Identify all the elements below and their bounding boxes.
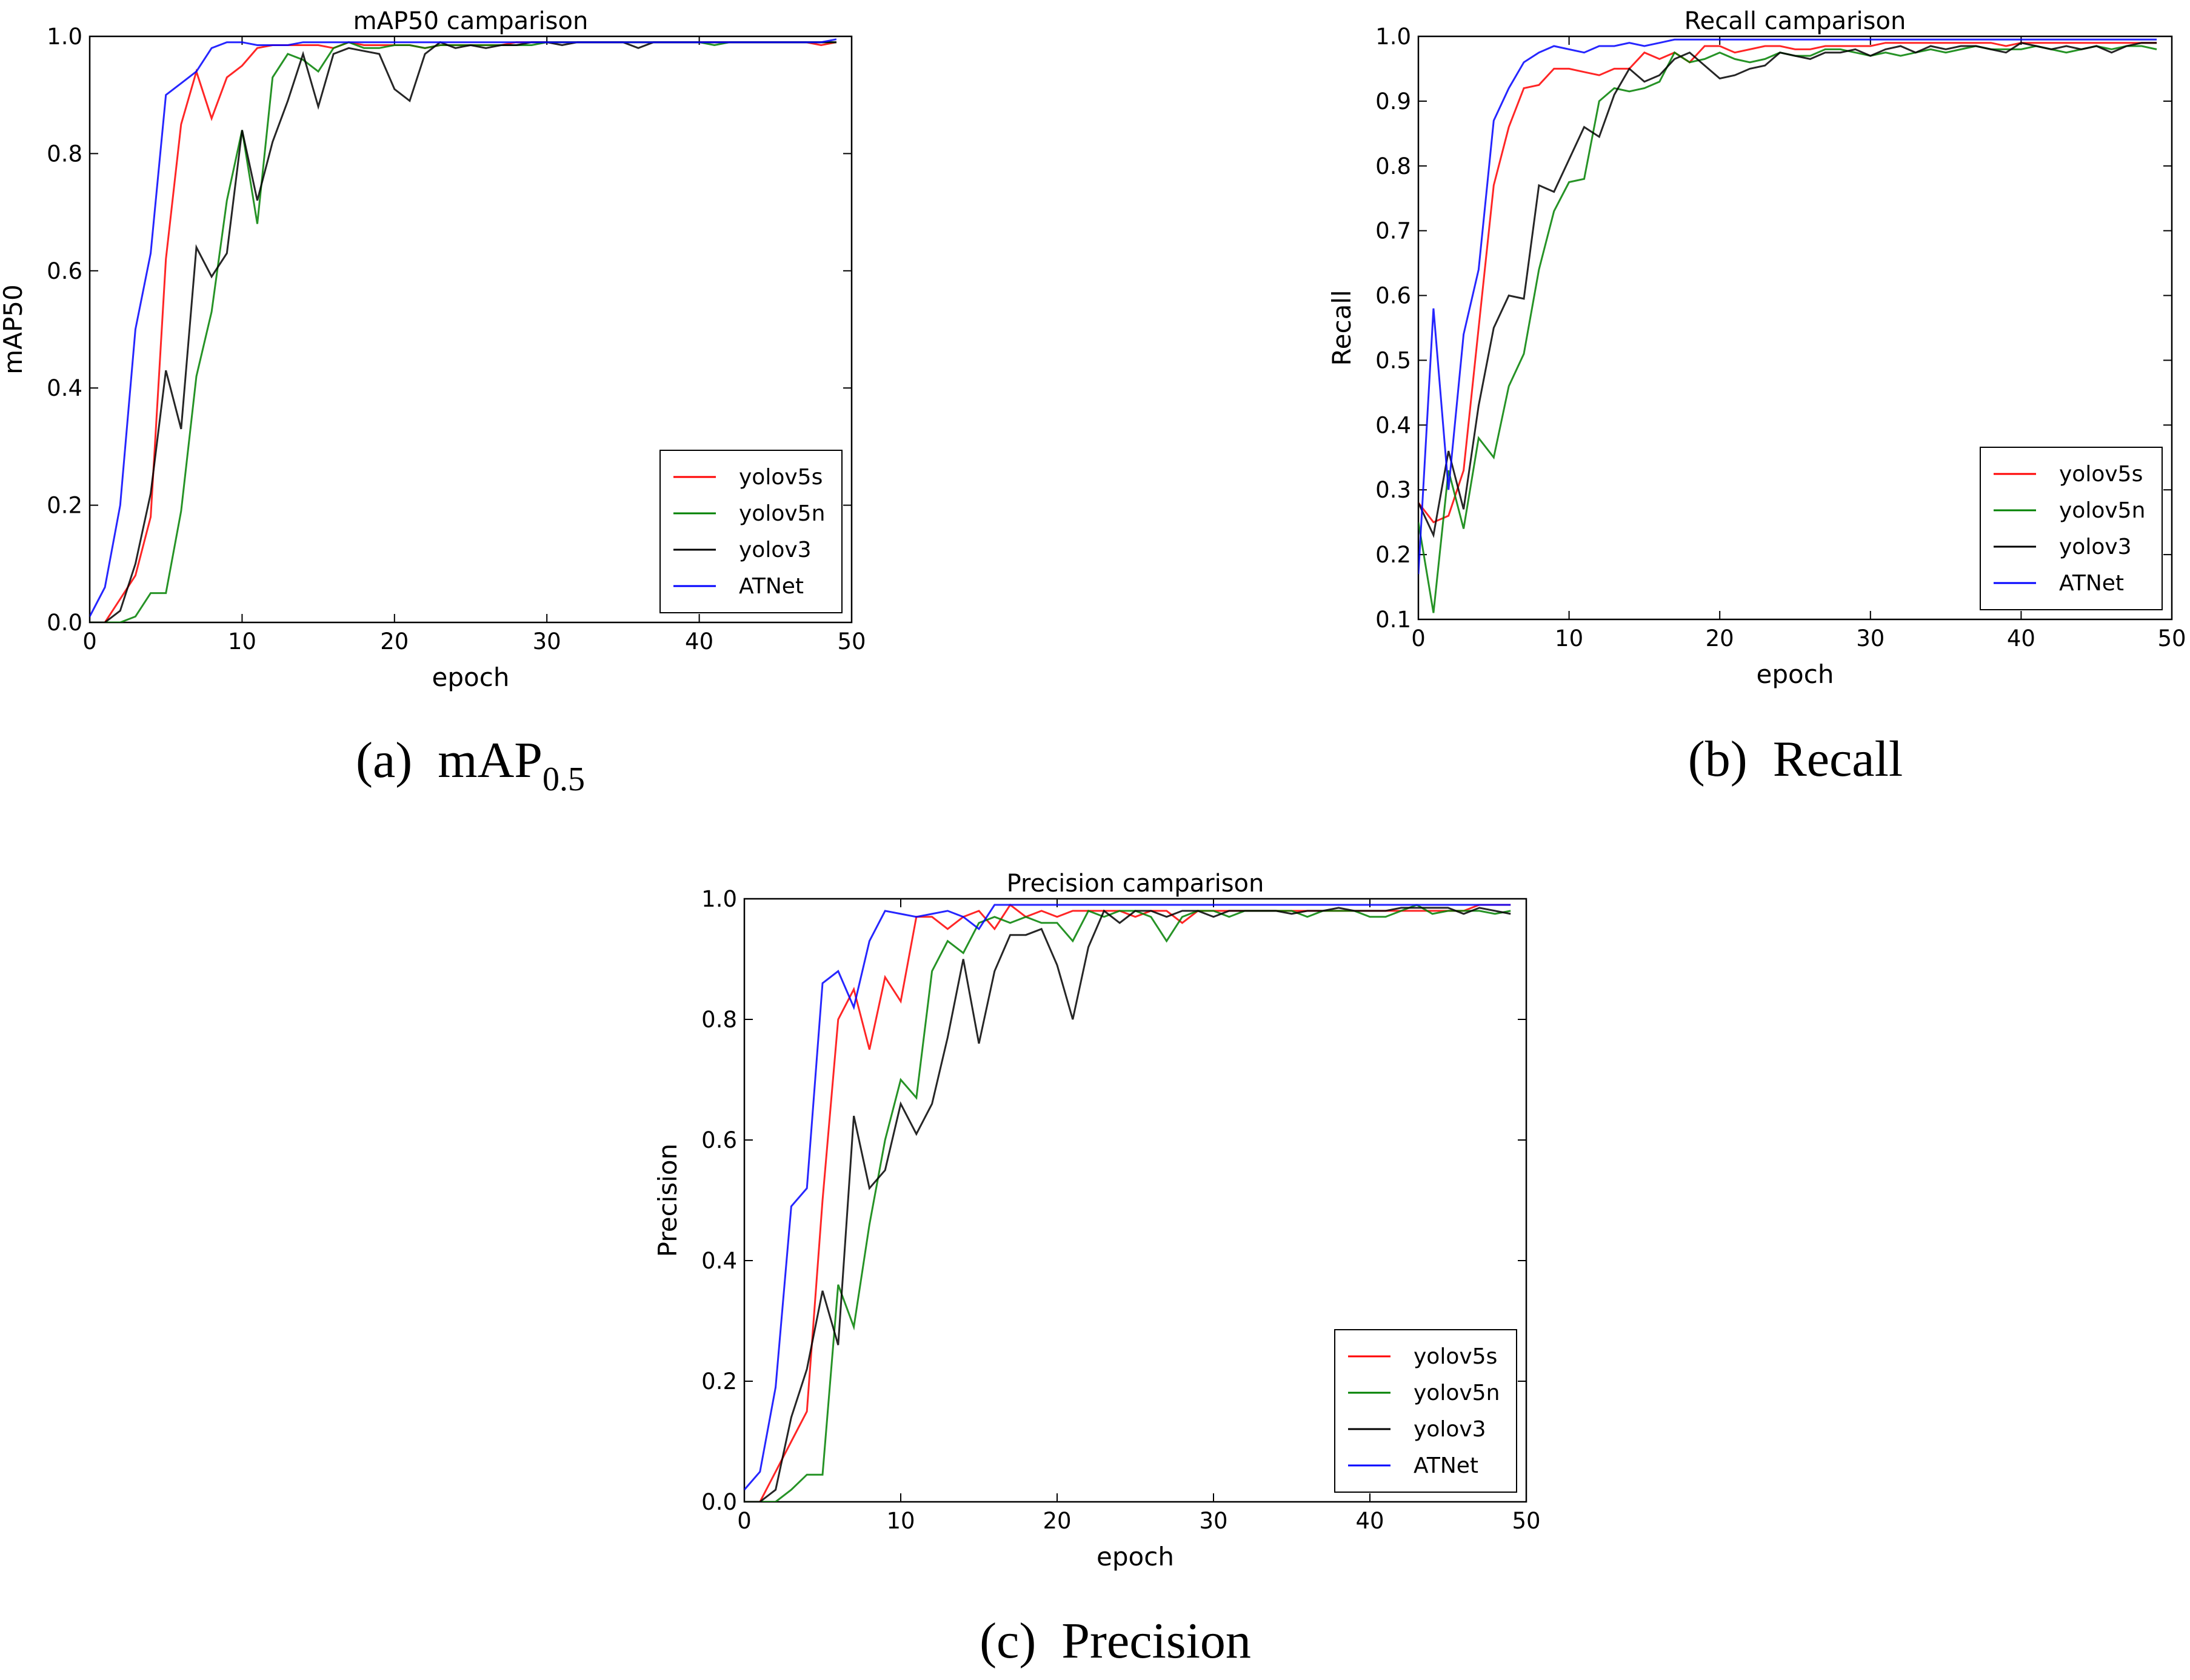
chart-0-frame — [88, 35, 853, 624]
chart-2: 0 10 20 30 40 50 0.0 0.2 0.4 0.6 0.8 1.0 Precision c… — [653, 870, 1541, 1669]
chart-0-ytick-label: 0.2 — [47, 493, 82, 519]
chart-2-ytick-label: 0.6 — [701, 1127, 737, 1153]
chart-1-xtick-label: 50 — [2157, 625, 2186, 652]
chart-1-series-atnet — [1418, 38, 2157, 575]
chart-2-legend: yolov5s yolov5n yolov3 ATNet — [1334, 1329, 1517, 1493]
chart-0-ytick-label: 0.4 — [47, 375, 82, 401]
chart-1-xlabel: epoch — [1757, 659, 1834, 689]
chart-1-ytick-label: 0.5 — [1375, 347, 1411, 373]
chart-0-xtick-label: 0 — [82, 628, 97, 655]
chart-0-series-yolov5n — [90, 41, 836, 622]
chart-0-xtick-label: 30 — [533, 628, 561, 655]
chart-0-ytick-label: 0.6 — [47, 258, 82, 284]
chart-1-xtick-label: 20 — [1706, 625, 1734, 652]
chart-1-xtick-label: 30 — [1856, 625, 1885, 652]
chart-2-ytick-label: 0.0 — [701, 1489, 737, 1515]
chart-1-ytick-label: 0.7 — [1375, 218, 1411, 244]
chart-0-xtick-label: 10 — [228, 628, 256, 655]
chart-1-xtick-label: 10 — [1555, 625, 1583, 652]
chart-1-ytick-label: 0.9 — [1375, 88, 1411, 115]
chart-1-ytick-label: 1.0 — [1375, 24, 1411, 50]
chart-1-ylabel: Recall — [1327, 290, 1357, 365]
chart-1-ytick-label: 0.6 — [1375, 283, 1411, 309]
chart-2-xtick-label: 10 — [886, 1508, 915, 1534]
chart-1-xtick-label: 40 — [2007, 625, 2035, 652]
chart-2-xtick-label: 30 — [1199, 1508, 1227, 1534]
chart-2-ytick-label: 0.8 — [701, 1007, 737, 1033]
chart-2-frame — [743, 898, 1527, 1503]
chart-1-ytick-label: 0.1 — [1375, 607, 1411, 633]
chart-2-xtick-label: 50 — [1512, 1508, 1540, 1534]
chart-1-xtick-label: 0 — [1411, 625, 1426, 652]
chart-1-ytick-label: 0.8 — [1375, 153, 1411, 179]
chart-2-series-yolov3 — [744, 907, 1511, 1502]
chart-0: 0 10 20 30 40 50 0.0 0.2 0.4 0.6 0.8 1.0 mAP50 campa… — [0, 7, 866, 798]
chart-1-ytick-label: 0.4 — [1375, 412, 1411, 438]
chart-1-frame — [1417, 35, 2173, 621]
chart-2-caption: (c) Precision — [980, 1613, 1251, 1669]
chart-1-series-yolov5s — [1418, 42, 2157, 524]
chart-0-legend-label: yolov5n — [739, 501, 825, 526]
chart-2-xtick-label: 20 — [1043, 1508, 1071, 1534]
chart-1-series-yolov3 — [1418, 42, 2157, 538]
chart-1-legend-label: yolov5s — [2059, 462, 2143, 487]
chart-1-legend-label: ATNet — [2059, 571, 2124, 596]
chart-0-legend-label: ATNet — [739, 574, 804, 599]
chart-1: 0 10 20 30 40 50 0.1 0.2 0.3 0.4 0.5 0.6 0.7 0.8 0.9 1.… — [1327, 7, 2186, 787]
chart-1-legend: yolov5s yolov5n yolov3 ATNet — [1980, 447, 2163, 610]
chart-0-legend-label: yolov3 — [739, 538, 812, 562]
chart-0-caption: (a) mAP0.5 — [356, 732, 585, 798]
chart-2-title: Precision camparison — [1007, 870, 1264, 898]
chart-2-legend-label: yolov3 — [1414, 1417, 1486, 1442]
chart-0-ytick-label: 0.8 — [47, 141, 82, 167]
chart-2-series-yolov5n — [744, 904, 1511, 1502]
chart-2-ytick-label: 0.4 — [701, 1248, 737, 1274]
chart-0-xtick-label: 20 — [380, 628, 409, 655]
chart-0-legend: yolov5s yolov5n yolov3 ATNet — [659, 450, 843, 613]
chart-2-legend-label: ATNet — [1414, 1453, 1478, 1478]
chart-0-xtick-label: 40 — [685, 628, 713, 655]
chart-0-xlabel: epoch — [432, 662, 510, 692]
chart-2-ytick-label: 0.2 — [701, 1368, 737, 1395]
chart-0-title: mAP50 camparison — [353, 7, 589, 35]
chart-2-xtick-label: 40 — [1355, 1508, 1384, 1534]
chart-2-series-atnet — [744, 904, 1511, 1491]
chart-1-caption: (b) Recall — [1688, 731, 1903, 787]
chart-1-legend-label: yolov5n — [2059, 498, 2145, 523]
chart-0-legend-label: yolov5s — [739, 465, 823, 490]
chart-0-series-atnet — [90, 38, 837, 617]
chart-2-legend-label: yolov5s — [1414, 1344, 1497, 1369]
chart-1-legend-label: yolov3 — [2059, 535, 2132, 559]
chart-1-ytick-label: 0.2 — [1375, 542, 1411, 568]
chart-2-xtick-label: 0 — [737, 1508, 752, 1534]
chart-0-ylabel: mAP50 — [0, 284, 28, 374]
chart-0-xtick-label: 50 — [837, 628, 866, 655]
chart-0-ytick-label: 0.0 — [47, 610, 82, 636]
chart-1-title: Recall camparison — [1684, 7, 1906, 35]
chart-0-ytick-label: 1.0 — [47, 24, 82, 50]
chart-2-ylabel: Precision — [653, 1144, 683, 1257]
chart-2-ytick-label: 1.0 — [701, 886, 737, 912]
chart-2-legend-label: yolov5n — [1414, 1381, 1500, 1405]
chart-1-ytick-label: 0.3 — [1375, 477, 1411, 503]
chart-2-xlabel: epoch — [1097, 1542, 1174, 1572]
